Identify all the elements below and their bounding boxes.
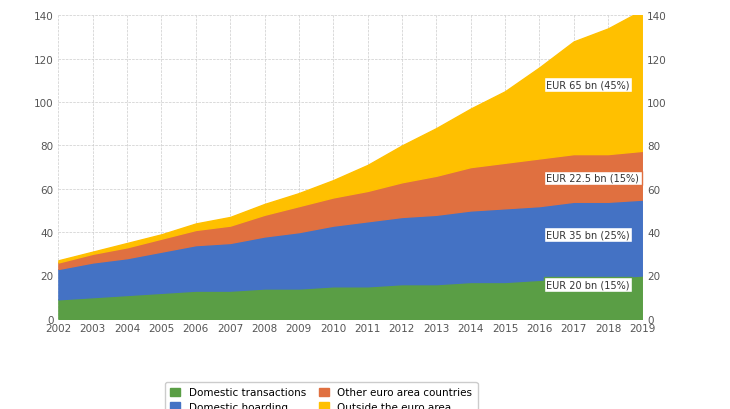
Legend: Domestic transactions, Domestic hoarding, Other euro area countries, Outside the: Domestic transactions, Domestic hoarding… [165, 382, 477, 409]
Text: EUR 35 bn (25%): EUR 35 bn (25%) [546, 230, 630, 240]
Text: EUR 20 bn (15%): EUR 20 bn (15%) [546, 279, 630, 290]
Text: EUR 22.5 bn (15%): EUR 22.5 bn (15%) [546, 173, 639, 184]
Text: EUR 65 bn (45%): EUR 65 bn (45%) [546, 81, 630, 90]
